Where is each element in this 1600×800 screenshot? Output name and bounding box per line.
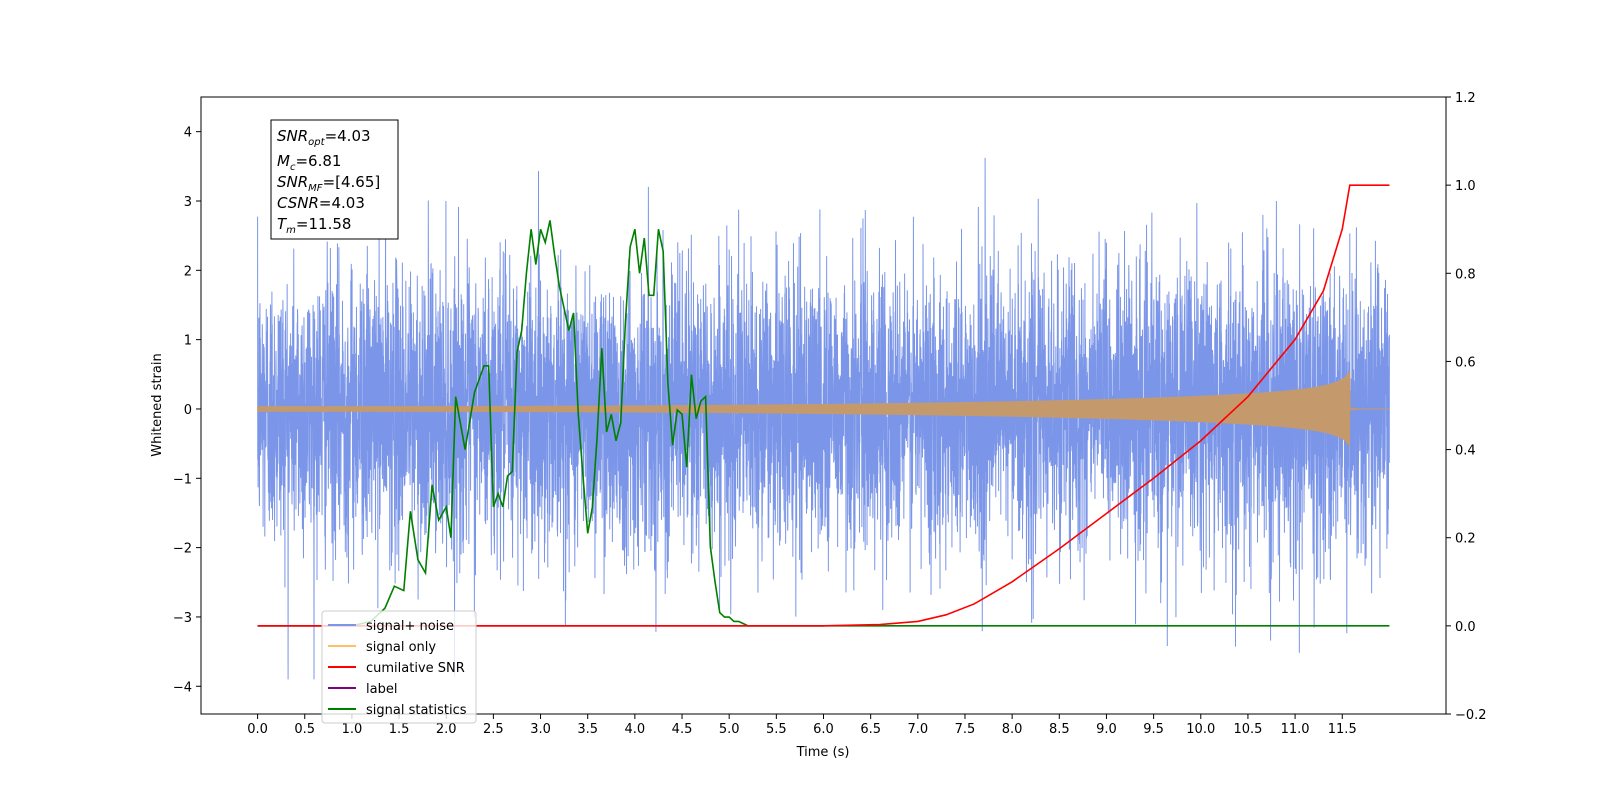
y-axis-right: −0.2 0.0 0.2 0.4 0.6 0.8 1.0 1.2 [1446, 91, 1487, 723]
x-tick-label: 9.5 [1143, 722, 1164, 737]
x-tick-label: 8.0 [1002, 722, 1023, 737]
series-signal-noise [257, 157, 1390, 680]
x-axis-label: Time (s) [796, 745, 850, 760]
series-layer [257, 157, 1390, 680]
x-tick-label: 0.5 [294, 722, 315, 737]
stat-snr-opt: SNRopt=4.03 [277, 127, 371, 148]
y-tick-label: −1 [173, 472, 192, 487]
y-tick-label: 0 [184, 403, 192, 418]
y-right-tick-label: 1.0 [1455, 179, 1476, 194]
x-tick-label: 5.5 [766, 722, 787, 737]
y-right-tick-label: 0.2 [1455, 532, 1476, 547]
y-right-tick-label: 0.8 [1455, 267, 1476, 282]
y-right-tick-label: 1.2 [1455, 91, 1476, 106]
series-signal-statistics [257, 220, 1390, 627]
x-tick-label: 2.5 [483, 722, 504, 737]
x-tick-label: 4.0 [625, 722, 646, 737]
x-tick-label: 10.5 [1233, 722, 1262, 737]
x-tick-label: 2.0 [436, 722, 457, 737]
y-tick-label: −3 [173, 611, 192, 626]
x-tick-label: 3.5 [577, 722, 598, 737]
y-right-tick-label: 0.6 [1455, 355, 1476, 370]
x-tick-label: 0.0 [247, 722, 268, 737]
legend-entry: signal statistics [366, 703, 467, 718]
x-tick-label: 1.5 [389, 722, 410, 737]
y-tick-label: 4 [184, 126, 192, 141]
legend-entry: cumilative SNR [366, 661, 465, 676]
legend: signal+ noise signal only cumilative SNR la… [321, 610, 477, 724]
x-tick-label: 1.0 [342, 722, 363, 737]
stat-snr-mf: SNRMF=[4.65] [277, 173, 380, 194]
series-cumulative-snr [257, 184, 1390, 627]
x-tick-label: 6.5 [860, 722, 881, 737]
x-tick-label: 8.5 [1049, 722, 1070, 737]
stat-tm: Tm=11.58 [277, 215, 351, 236]
x-tick-label: 4.5 [672, 722, 693, 737]
y-axis-left: −4 −3 −2 −1 0 1 2 3 4 [173, 126, 201, 695]
x-tick-label: 10.0 [1186, 722, 1215, 737]
y-right-tick-label: 0.4 [1455, 444, 1476, 459]
x-tick-label: 5.0 [719, 722, 740, 737]
stats-box: SNRopt=4.03 Mc=6.81 SNRMF=[4.65] CSNR=4.… [270, 119, 399, 240]
x-tick-label: 3.0 [530, 722, 551, 737]
legend-entry: label [366, 682, 397, 697]
y-tick-label: −4 [173, 680, 192, 695]
y-tick-label: 1 [184, 334, 192, 349]
y-tick-label: 3 [184, 195, 192, 210]
x-axis: 0.0 0.5 1.0 1.5 2.0 2.5 3.0 3.5 4.0 4.5 5.0 5.5 6.0 6… [247, 714, 1357, 737]
x-tick-label: 6.0 [813, 722, 834, 737]
series-signal-only [257, 370, 1390, 447]
x-tick-label: 7.5 [955, 722, 976, 737]
y-right-tick-label: 0.0 [1455, 620, 1476, 635]
y-right-tick-label: −0.2 [1455, 708, 1487, 723]
x-tick-label: 9.0 [1096, 722, 1117, 737]
x-tick-label: 11.5 [1328, 722, 1357, 737]
y-tick-label: 2 [184, 264, 192, 279]
y-axis-label: Whitened strain [150, 353, 165, 456]
x-tick-label: 7.0 [907, 722, 928, 737]
stat-mc: Mc=6.81 [277, 152, 341, 173]
y-tick-label: −2 [173, 542, 192, 557]
legend-entry: signal only [366, 640, 436, 655]
stat-csnr: CSNR=4.03 [277, 194, 365, 212]
legend-box [321, 610, 477, 724]
legend-entry: signal+ noise [366, 619, 454, 634]
x-tick-label: 11.0 [1281, 722, 1310, 737]
